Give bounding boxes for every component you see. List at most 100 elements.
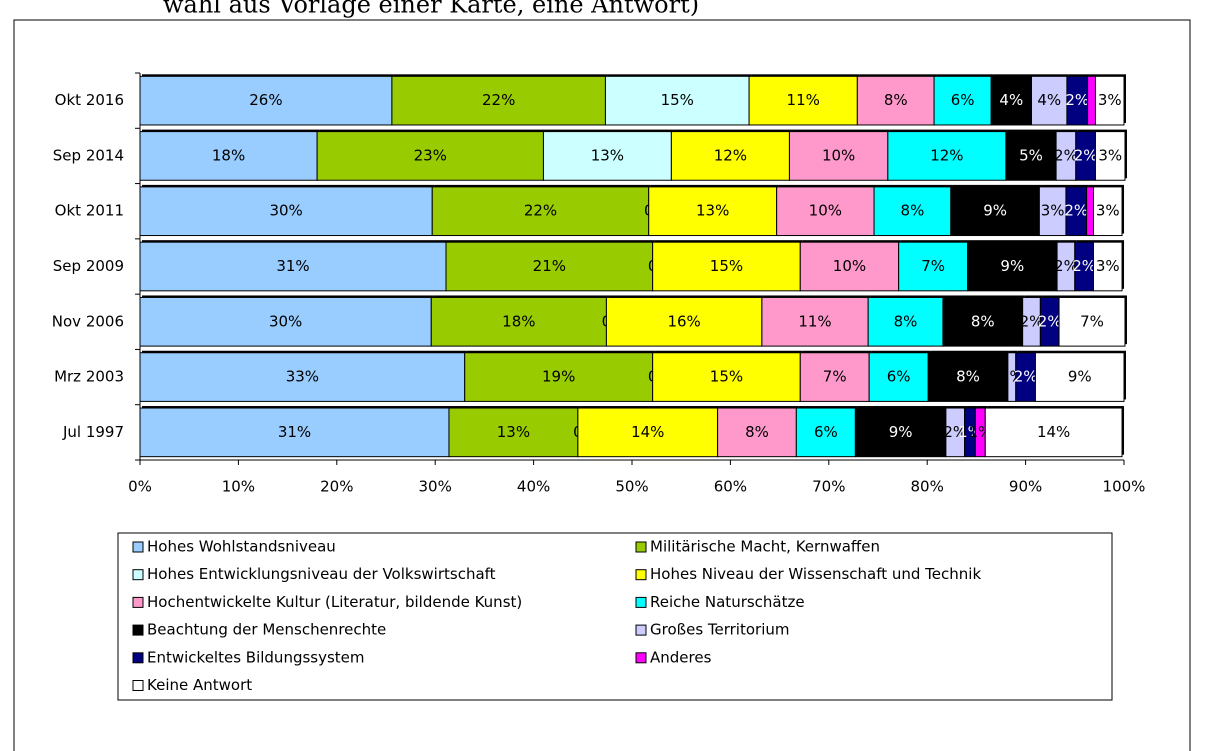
data-label: 21%	[533, 257, 566, 275]
data-label: 14%	[1037, 423, 1070, 441]
data-label: 15%	[661, 91, 694, 109]
bar-segment	[717, 407, 797, 458]
data-label: 2%	[1020, 312, 1044, 330]
data-label: 3%	[1098, 91, 1122, 109]
legend-swatch	[132, 624, 144, 636]
bar-segment	[927, 352, 1009, 402]
data-label: 2%	[1072, 257, 1096, 275]
bar-segment	[776, 186, 875, 237]
bar-segment	[1094, 131, 1126, 181]
data-label: 12%	[930, 146, 963, 164]
data-label: 22%	[524, 202, 557, 220]
bar-segment	[1058, 296, 1126, 347]
bar-segment	[795, 407, 856, 458]
data-label: 8%	[901, 202, 925, 220]
bar-segment	[139, 131, 318, 181]
legend-label: Hohes Niveau der Wissenschaft und Techni…	[650, 565, 981, 583]
x-tick-label: 50%	[615, 478, 648, 496]
data-label: 13%	[696, 202, 729, 220]
bar-segment	[139, 241, 447, 292]
data-label: 7%	[921, 257, 945, 275]
y-tick-label: Okt 2011	[55, 202, 124, 220]
data-label: 13%	[497, 423, 530, 441]
legend-swatch	[635, 596, 647, 608]
data-label: 6%	[951, 91, 975, 109]
x-tick-label: 0%	[128, 478, 152, 496]
bar-segment	[788, 131, 889, 181]
data-label: 2%	[943, 423, 967, 441]
bar-segment	[648, 186, 778, 237]
data-label: 31%	[276, 257, 309, 275]
bar-segment	[854, 407, 947, 458]
bar-segment	[316, 131, 544, 181]
data-label: 2%	[1038, 312, 1062, 330]
bar-segment	[1094, 75, 1125, 126]
bar-segment	[799, 241, 900, 292]
x-tick-label: 100%	[1103, 478, 1146, 496]
bar-segment	[448, 407, 579, 458]
data-label: 7%	[823, 368, 847, 386]
bar-segment	[542, 131, 672, 181]
legend-swatch	[635, 652, 647, 664]
data-label: 8%	[894, 312, 918, 330]
legend-label: Hohes Entwicklungsniveau der Volkswirtsc…	[147, 565, 496, 583]
data-label: 15%	[710, 368, 743, 386]
data-label: 22%	[482, 91, 515, 109]
x-tick-label: 80%	[911, 478, 944, 496]
bar-segment	[856, 75, 935, 126]
data-label: 30%	[269, 312, 302, 330]
bar-segment	[577, 407, 719, 458]
data-label: 8%	[884, 91, 908, 109]
data-label: 3%	[1096, 202, 1120, 220]
legend-box	[117, 532, 1113, 701]
legend-label: Großes Territorium	[650, 621, 790, 639]
legend-label: Reiche Naturschätze	[650, 593, 805, 611]
frame	[13, 19, 1191, 751]
bar-segment	[139, 296, 432, 347]
chart-title: wahl aus Vorlage einer Karte, eine Antwo…	[163, 0, 699, 19]
bar-segment	[933, 75, 992, 126]
legend-label: Anderes	[650, 648, 712, 666]
x-tick-label: 30%	[419, 478, 452, 496]
legend-swatch	[635, 624, 647, 636]
bar-segment	[1087, 75, 1096, 126]
x-tick-label: 90%	[1009, 478, 1042, 496]
data-label: 31%	[278, 423, 311, 441]
data-label: 8%	[971, 312, 995, 330]
data-label: 2%	[1014, 368, 1038, 386]
bar-segment	[1031, 75, 1068, 126]
bar-segment	[873, 186, 952, 237]
data-label: 10%	[833, 257, 866, 275]
data-label: 16%	[667, 312, 700, 330]
data-label: 13%	[591, 146, 624, 164]
bar-segment	[605, 296, 763, 347]
data-label: 9%	[983, 202, 1007, 220]
x-tick-label: 40%	[517, 478, 550, 496]
data-label: 15%	[710, 257, 743, 275]
data-label: 18%	[212, 146, 245, 164]
x-tick-label: 70%	[812, 478, 845, 496]
legend-label: Entwickeltes Bildungssystem	[147, 648, 365, 666]
legend-label: Hohes Wohlstandsniveau	[147, 538, 336, 556]
data-label: 11%	[798, 312, 831, 330]
bar-segment	[1092, 241, 1123, 292]
bar-segment	[430, 296, 607, 347]
x-tick-label: 10%	[222, 478, 255, 496]
bar-segment	[1092, 186, 1123, 237]
data-label: 30%	[269, 202, 302, 220]
data-label: 3%	[1096, 257, 1120, 275]
legend-swatch	[132, 652, 144, 664]
data-label: 4%	[999, 91, 1023, 109]
y-tick-label: Nov 2006	[52, 312, 124, 330]
data-label: 19%	[542, 368, 575, 386]
y-tick-label: Okt 2016	[55, 91, 124, 109]
data-label: 6%	[887, 368, 911, 386]
legend-swatch	[635, 541, 647, 553]
bar-segment	[139, 75, 393, 126]
bar-segment	[887, 131, 1007, 181]
bar-segment	[670, 131, 790, 181]
data-label: 33%	[286, 368, 319, 386]
data-label: 2%	[1074, 146, 1098, 164]
bar-segment	[967, 241, 1058, 292]
